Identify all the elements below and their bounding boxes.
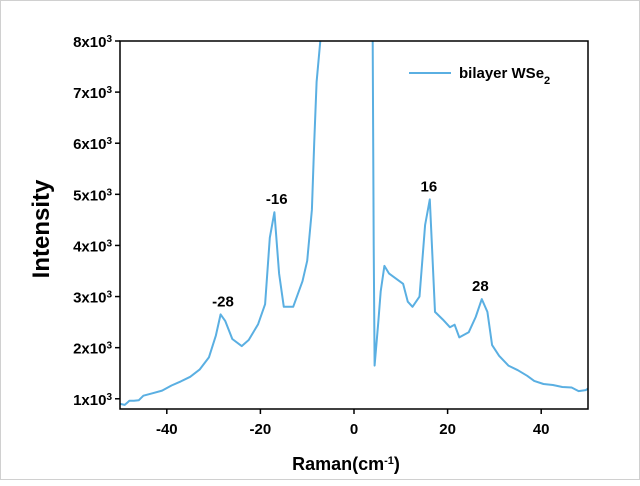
y-tick-label: 7x103 [73, 85, 112, 103]
y-tick-label: 5x103 [73, 187, 112, 205]
peak-label: -28 [212, 293, 234, 310]
peak-label: -16 [266, 191, 288, 208]
x-axis-title-sup: -1 [384, 455, 394, 467]
legend-label-main: bilayer WSe [459, 65, 544, 82]
x-axis-title-main: Raman(cm [292, 454, 384, 474]
y-tick-label: 8x103 [73, 34, 112, 52]
y-tick-label: 1x103 [73, 391, 112, 409]
x-tick-label: 40 [533, 421, 550, 438]
x-tick-label: -40 [156, 421, 178, 438]
x-tick-label: -20 [250, 421, 272, 438]
y-axis-title: Intensity [28, 179, 55, 278]
x-tick-label: 0 [350, 421, 358, 438]
legend-label-sub: 2 [544, 75, 550, 87]
peak-label: 16 [421, 178, 438, 195]
plot-frame [119, 40, 589, 410]
legend: bilayer WSe2 [409, 65, 550, 87]
y-tick-label: 4x103 [73, 238, 112, 256]
series-line-segment [371, 41, 588, 393]
y-tick-label: 2x103 [73, 340, 112, 358]
y-tick-label: 3x103 [73, 289, 112, 307]
y-tick-label: 6x103 [73, 136, 112, 154]
peak-label: 28 [472, 278, 489, 295]
x-axis-title-suffix: ) [394, 454, 400, 474]
x-axis-title: Raman(cm-1) [292, 454, 400, 474]
series-line-segment [120, 41, 322, 406]
legend-label: bilayer WSe2 [459, 65, 550, 87]
x-tick-label: 20 [439, 421, 456, 438]
